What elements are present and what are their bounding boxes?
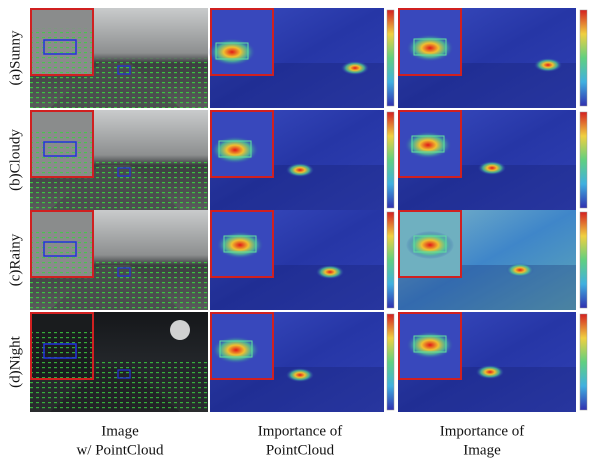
inset-points bbox=[32, 130, 92, 176]
page: {"row_labels": ["(a)Sunny", "(b)Cloudy",… bbox=[0, 0, 590, 464]
row-label: (a)Sunny bbox=[7, 30, 23, 85]
colorbar bbox=[387, 314, 394, 410]
inset-hotspot bbox=[211, 136, 259, 164]
row-label: (d)Night bbox=[7, 335, 23, 387]
inset-hotspot bbox=[212, 336, 260, 364]
inset-points bbox=[32, 28, 92, 74]
inset-hotspot bbox=[406, 331, 454, 359]
colorbar bbox=[580, 10, 587, 106]
inset-hotspot bbox=[406, 34, 454, 62]
colorbar bbox=[580, 314, 587, 410]
inset-points bbox=[32, 230, 92, 276]
hotspot bbox=[286, 368, 314, 382]
hotspot bbox=[476, 365, 504, 379]
colorbar bbox=[387, 212, 394, 308]
inset-hotspot bbox=[208, 38, 256, 66]
colorbar bbox=[387, 112, 394, 208]
hotspot bbox=[478, 161, 506, 175]
column-label: Importance of bbox=[440, 423, 525, 439]
hotspot bbox=[316, 265, 344, 279]
column-label: Importance of bbox=[258, 423, 343, 439]
colorbar bbox=[580, 212, 587, 308]
column-label: w/ PointCloud bbox=[76, 442, 164, 458]
hotspot bbox=[534, 58, 562, 72]
light-glare bbox=[170, 320, 190, 340]
figure: (a)Sunny (b)Cloudy (c)Rainy (d)Night Image w/… bbox=[0, 0, 590, 464]
colorbar bbox=[387, 10, 394, 106]
hotspot bbox=[286, 163, 314, 177]
inset-hotspot bbox=[406, 231, 454, 259]
column-label: Image bbox=[101, 423, 139, 439]
inset-hotspot bbox=[216, 231, 264, 259]
column-label: PointCloud bbox=[266, 442, 335, 458]
hotspot bbox=[341, 61, 369, 75]
hotspot bbox=[506, 263, 534, 277]
inset-hotspot bbox=[404, 131, 452, 159]
inset-points bbox=[32, 332, 92, 378]
row-label: (c)Rainy bbox=[7, 233, 23, 286]
row-label: (b)Cloudy bbox=[7, 129, 23, 191]
colorbar bbox=[580, 112, 587, 208]
column-label: Image bbox=[463, 442, 501, 458]
